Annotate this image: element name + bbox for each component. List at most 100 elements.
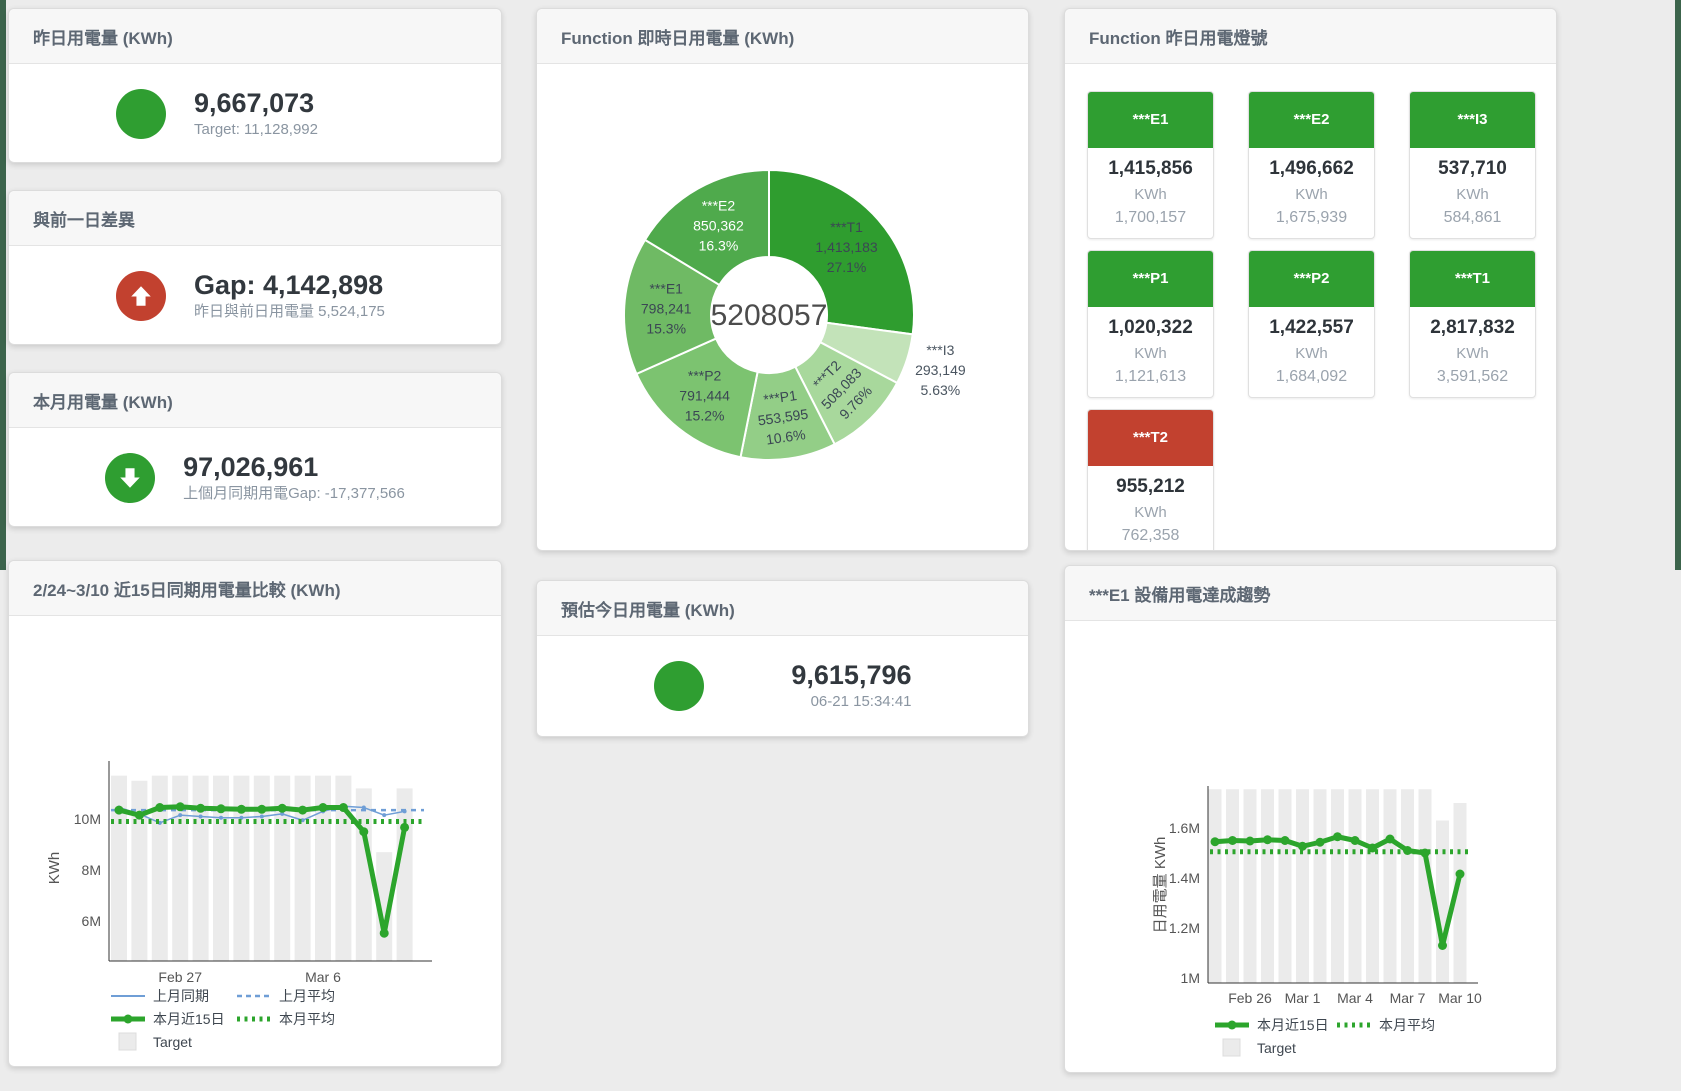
legend-item[interactable]: 本月平均 <box>237 1011 335 1027</box>
panel-day-gap: 與前一日差異 Gap: 4,142,898 昨日與前日用電量 5,524,175 <box>8 190 502 345</box>
light-tile-label: ***T1 <box>1410 251 1535 307</box>
light-tile-target: 584,861 <box>1443 209 1502 226</box>
panel-donut-header: Function 即時日用電量 (KWh) <box>537 9 1028 64</box>
light-tile-label: ***E2 <box>1249 92 1374 148</box>
legend-item[interactable]: 本月近15日 <box>111 1011 225 1027</box>
light-tile-value: 1,422,557 <box>1269 317 1354 338</box>
panel-lights-header: Function 昨日用電燈號 <box>1065 9 1556 64</box>
series-point <box>134 810 144 820</box>
panel-title: Function 昨日用電燈號 <box>1089 28 1268 48</box>
legend-item[interactable]: 本月近15日 <box>1215 1017 1329 1033</box>
month-subtitle: 上個月同期用電Gap: -17,377,566 <box>183 484 405 502</box>
donut-slice[interactable] <box>768 168 915 336</box>
panel-compare-chart: 2/24~3/10 近15日同期用電量比較 (KWh) 6M 8M 10M Feb 2… <box>8 560 502 1067</box>
light-tile-body: 1,020,322 KWh 1,121,613 <box>1088 307 1213 397</box>
legend-swatch <box>118 1032 137 1051</box>
background-strip-right <box>1675 0 1681 570</box>
light-tile-value: 2,817,832 <box>1430 317 1515 338</box>
donut-slice-label: ***E2 850,362 16.3% <box>693 197 744 253</box>
panel-month-usage: 本月用電量 (KWh) 97,026,961 上個月同期用電Gap: -17,3… <box>8 372 502 527</box>
light-tile-body: 537,710 KWh 584,861 <box>1410 148 1535 238</box>
donut-slice-label: ***P1553,59510.6% <box>754 386 812 449</box>
series-point <box>379 928 389 938</box>
gap-value: Gap: 4,142,898 <box>194 269 384 300</box>
status-circle <box>653 660 704 711</box>
target-bar <box>1208 789 1222 983</box>
series-point <box>361 805 366 810</box>
target-bar <box>233 775 250 961</box>
legend-label: Target <box>1257 1040 1296 1056</box>
light-tile-body: 1,415,856 KWh 1,700,157 <box>1088 148 1213 238</box>
panel-yesterday-header: 昨日用電量 (KWh) <box>9 9 501 64</box>
panel-body: 9,615,796 06-21 15:34:41 <box>537 636 1028 735</box>
status-circle <box>116 88 166 139</box>
month-value: 97,026,961 <box>183 451 319 482</box>
series-point <box>198 814 203 819</box>
series-point <box>155 803 165 813</box>
light-tile-value: 537,710 <box>1438 158 1507 179</box>
target-bar <box>274 775 291 961</box>
target-bar <box>1401 789 1414 983</box>
panel-body: 1M 1.2M 1.4M 1.6M Feb 26 Mar 1 Mar 4 Mar 7 Mar 1… <box>1065 621 1556 1072</box>
panel-title: 預估今日用電量 (KWh) <box>561 600 735 620</box>
panel-lights: Function 昨日用電燈號 ***E1 1,415,856 KWh 1,700,1… <box>1064 8 1557 551</box>
light-tile-target: 762,358 <box>1121 527 1180 544</box>
series-point <box>280 811 285 816</box>
light-tile: ***T2 955,212 KWh 762,358 <box>1087 409 1214 550</box>
x-tick-label: Feb 26 <box>1228 990 1272 1006</box>
y-tick-label: 1.2M <box>1169 920 1200 936</box>
panel-body: 6M 8M 10M Feb 27 Mar 6 KWh 上月同期 上月平均 本月近15日 本月平均 T… <box>9 616 501 1066</box>
legend-item[interactable]: Target <box>1222 1038 1296 1057</box>
series-point <box>1298 841 1307 851</box>
light-tile-body: 955,212 KWh 762,358 <box>1088 466 1213 550</box>
legend-item[interactable]: Target <box>118 1032 192 1051</box>
series-point <box>1385 834 1395 844</box>
series-point <box>114 805 124 815</box>
donut-slice[interactable] <box>623 238 721 376</box>
target-bar <box>213 775 229 961</box>
target-bar <box>335 775 352 961</box>
status-circle <box>116 270 166 321</box>
x-tick-label: Mar 6 <box>305 969 341 985</box>
series-point <box>298 805 308 815</box>
series-point <box>300 818 305 823</box>
panel-estimate: 預估今日用電量 (KWh) 9,615,796 06-21 15:34:41 <box>536 580 1029 737</box>
target-bar <box>1313 789 1327 983</box>
light-tile-label: ***P2 <box>1249 251 1374 307</box>
donut-slice-label: ***I3 293,149 5.63% <box>915 342 966 398</box>
x-tick-label: Feb 27 <box>158 969 202 985</box>
estimate-timestamp: 06-21 15:34:41 <box>810 692 912 710</box>
target-bar <box>355 788 372 961</box>
light-tile-body: 1,422,557 KWh 1,684,092 <box>1249 307 1374 397</box>
light-tile: ***P2 1,422,557 KWh 1,684,092 <box>1248 250 1375 398</box>
x-tick-label: Mar 10 <box>1438 990 1482 1006</box>
legend-label: 本月平均 <box>279 1011 335 1027</box>
realtime-donut-chart: ***T1 1,413,183 27.1%***I3 293,149 5.63%***T… <box>623 168 966 461</box>
donut-slice-label: ***T1 1,413,183 27.1% <box>815 219 877 275</box>
panel-title: Function 即時日用電量 (KWh) <box>561 28 795 48</box>
trend-line-chart: 1M 1.2M 1.4M 1.6M Feb 26 Mar 1 Mar 4 Mar 7 Mar 1… <box>1152 786 1482 1057</box>
y-axis-title: 日用電量 KWh <box>1152 837 1169 934</box>
light-tile-body: 1,496,662 KWh 1,675,939 <box>1249 148 1374 238</box>
light-tile-label: ***E1 <box>1088 92 1213 148</box>
y-axis-title: KWh <box>46 852 63 885</box>
series-point <box>216 804 226 814</box>
donut-slice[interactable] <box>643 168 770 287</box>
series-point <box>359 827 369 837</box>
light-tile-value: 1,415,856 <box>1108 158 1193 179</box>
target-bar <box>111 775 127 961</box>
estimate-value: 9,615,796 <box>791 659 912 690</box>
target-bar <box>1226 789 1239 983</box>
light-tile: ***E1 1,415,856 KWh 1,700,157 <box>1087 91 1214 239</box>
light-tile-target: 1,121,613 <box>1114 368 1187 385</box>
light-tile-value: 1,020,322 <box>1108 317 1193 338</box>
legend-item[interactable]: 上月平均 <box>237 988 335 1004</box>
panel-trend-chart: ***E1 設備用電達成趨勢 1M 1.2M 1.4M 1.6M Feb 26 Mar 1… <box>1064 565 1557 1073</box>
legend-item[interactable]: 本月平均 <box>1337 1017 1435 1033</box>
series-point <box>1280 836 1290 845</box>
target-bar <box>1436 820 1449 983</box>
legend-item[interactable]: 上月同期 <box>111 988 209 1004</box>
series-point <box>277 803 287 813</box>
donut-slice[interactable] <box>635 337 759 459</box>
